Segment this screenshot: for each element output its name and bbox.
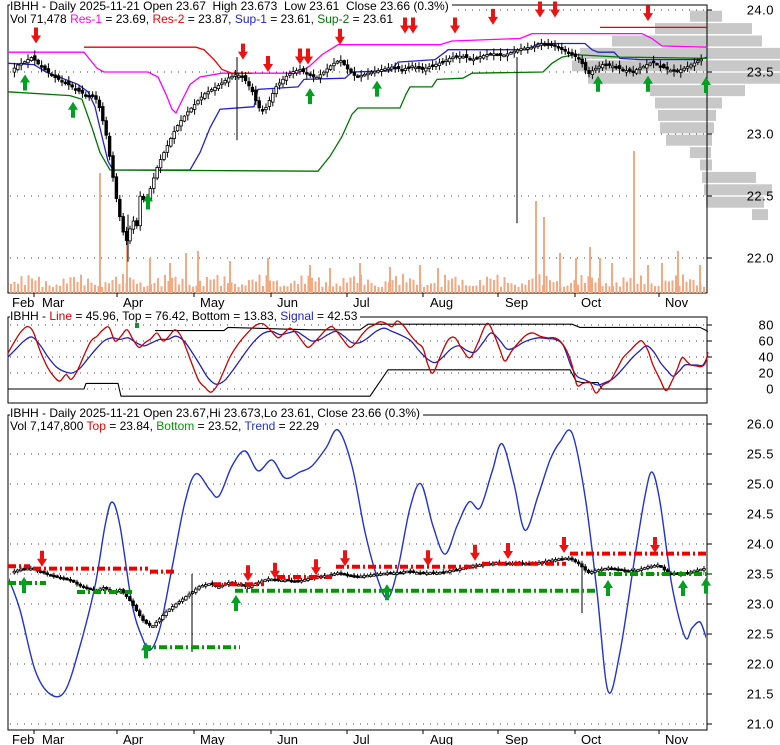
header-part: = 23.61, — [266, 12, 318, 26]
month-label: Mar — [42, 295, 65, 310]
header-part: Signal — [280, 309, 314, 323]
volume-bars — [10, 151, 705, 293]
y-axis-label: 25.5 — [747, 447, 774, 462]
header-part: = 23.87, — [184, 12, 235, 26]
month-label: Aug — [430, 732, 453, 745]
signal-arrows — [20, 1, 711, 328]
header-part: = 23.84, — [105, 419, 157, 433]
y-axis-label: 23.0 — [747, 597, 774, 612]
y-axis-label: 26.0 — [747, 417, 774, 432]
y-axis-label: 24.0 — [747, 537, 774, 552]
month-label: Sep — [505, 295, 528, 310]
trend-wave — [9, 428, 706, 698]
y-axis-label: 21.0 — [747, 717, 774, 732]
y-axis-label: 21.5 — [747, 687, 774, 702]
sup2-green-line — [7, 53, 708, 172]
month-label: Nov — [665, 295, 689, 310]
month-label: Feb — [12, 732, 34, 745]
month-label: Sep — [505, 732, 528, 745]
month-label: Jun — [277, 295, 298, 310]
header-part: Res-1 — [70, 12, 103, 26]
month-label: Mar — [42, 732, 65, 745]
trend-arrows — [19, 537, 711, 659]
header-part: Bottom — [156, 419, 195, 433]
y-axis-label: 22.0 — [747, 251, 774, 266]
header-part: Vol 71,478 — [10, 12, 71, 26]
trend-panel-subtitle: Vol 7,147,800 Top = 23.84, Bottom = 23.5… — [10, 419, 323, 433]
trend-axes: 26.0 25.5 25.0 24.5 24.0 23.5 23.0 22.5 22.0 21.5… — [7, 414, 774, 745]
header-part: = 45.96, Top = 76.42, Bottom = 13.83, — [72, 309, 281, 323]
res1-magenta-line — [8, 32, 708, 114]
oscillator-series — [7, 320, 709, 397]
month-label: Aug — [430, 295, 453, 310]
header-part: Line — [49, 309, 73, 323]
y-axis-label: 80 — [759, 318, 774, 333]
month-label: Apr — [123, 295, 144, 310]
header-part: = 23.52, — [194, 419, 245, 433]
month-label: Oct — [581, 732, 602, 745]
month-label: May — [200, 732, 225, 745]
y-axis-label: 0 — [766, 382, 774, 397]
month-label: Nov — [665, 732, 689, 745]
y-axis-label: 24.0 — [747, 3, 774, 18]
header-part: IBHH - — [10, 309, 50, 323]
y-axis-label: 40 — [759, 350, 774, 365]
y-axis-label: 60 — [759, 334, 774, 349]
month-label: Jul — [353, 295, 370, 310]
y-axis-label: 23.5 — [747, 65, 774, 80]
y-axis-label: 24.5 — [747, 507, 774, 522]
sup1-blue-line — [7, 42, 708, 171]
price-panel-title: IBHH - Daily 2025-11-21 Open 23.67 High … — [10, 0, 452, 13]
y-axis-label: 23.5 — [747, 567, 774, 582]
header-part: = 23.61 — [349, 12, 393, 26]
oscillator-panel-title: IBHH - Line = 45.96, Top = 76.42, Bottom… — [10, 309, 361, 323]
header-part: Vol 7,147,800 — [10, 419, 87, 433]
header-part: Sup-1 — [234, 12, 267, 26]
header-part: Top — [86, 419, 106, 433]
y-axis-label: 25.0 — [747, 477, 774, 492]
y-axis-label: 22.5 — [747, 627, 774, 642]
month-label: Oct — [581, 295, 602, 310]
header-part: Res-2 — [152, 12, 185, 26]
month-label: Feb — [12, 295, 34, 310]
price-candles — [12, 38, 703, 262]
support-resistance-lines — [7, 26, 708, 172]
month-label: Jun — [277, 732, 298, 745]
y-axis-label: 22.5 — [747, 189, 774, 204]
header-part: = 42.53 — [313, 309, 358, 323]
trend-panel-title: IBHH - Daily 2025-11-21 Open 23.67,Hi 23… — [10, 407, 424, 420]
y-axis-label: 22.0 — [747, 657, 774, 672]
header-part: = 22.29 — [275, 419, 320, 433]
month-label: Jul — [353, 732, 370, 745]
y-axis-label: 23.0 — [747, 127, 774, 142]
month-label: May — [200, 295, 225, 310]
price-panel-subtitle: Vol 71,478 Res-1 = 23.69, Res-2 = 23.87,… — [10, 13, 396, 26]
res2-red-a-line — [84, 46, 252, 74]
month-label: Apr — [123, 732, 144, 745]
oscillator-background — [10, 324, 706, 390]
price-panel-background — [10, 9, 780, 259]
y-axis-label: 20 — [759, 366, 774, 381]
header-part: = 23.69, — [102, 12, 153, 26]
header-part: Sup-2 — [317, 12, 350, 26]
header-part: Trend — [244, 419, 276, 433]
